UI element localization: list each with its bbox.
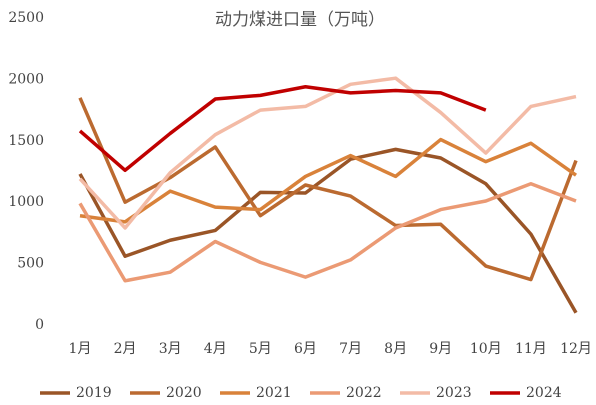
series-line [78, 147, 578, 314]
x-tick-label: 6月 [294, 341, 317, 357]
chart-title: 动力煤进口量（万吨） [215, 10, 385, 30]
x-tick-label: 11月 [515, 341, 547, 357]
legend-label: 2023 [436, 385, 472, 401]
x-tick-label: 7月 [339, 341, 362, 357]
series-line [78, 97, 578, 282]
x-tick-label: 2月 [114, 341, 137, 357]
y-tick-label: 0 [35, 317, 44, 333]
y-tick-label: 1000 [8, 194, 44, 210]
legend-label: 2019 [76, 385, 112, 401]
series-line [78, 182, 577, 283]
legend-label: 2022 [346, 385, 382, 401]
legend-label: 2024 [526, 385, 562, 401]
x-tick-label: 8月 [384, 341, 407, 357]
x-tick-label: 9月 [429, 341, 452, 357]
y-tick-label: 2000 [8, 71, 44, 87]
x-tick-label: 3月 [159, 341, 182, 357]
legend-label: 2020 [166, 385, 202, 401]
series-line [78, 76, 577, 230]
y-tick-label: 500 [17, 256, 44, 272]
x-tick-label: 4月 [204, 341, 227, 357]
series-line [79, 137, 578, 224]
x-tick-label: 1月 [69, 341, 92, 357]
x-tick-label: 12月 [560, 341, 592, 357]
y-tick-label: 2500 [8, 10, 44, 26]
x-tick-label: 5月 [249, 341, 272, 357]
x-tick-label: 10月 [470, 341, 502, 357]
y-tick-label: 1500 [8, 133, 44, 149]
series-line [78, 85, 487, 173]
legend-label: 2021 [256, 385, 292, 401]
